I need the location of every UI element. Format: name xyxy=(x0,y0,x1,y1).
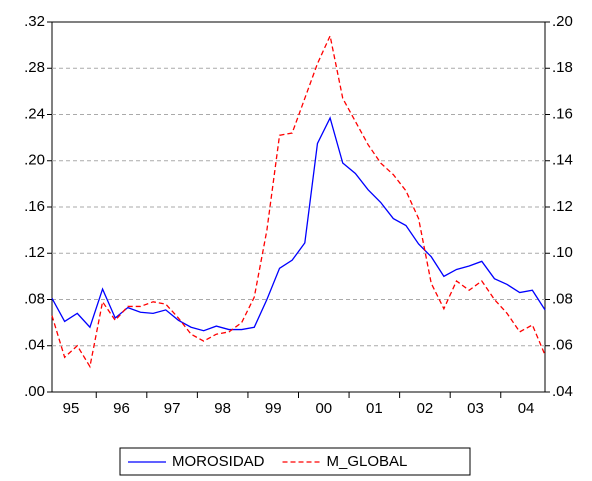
x-tick-label: 04 xyxy=(518,400,535,417)
legend-box xyxy=(119,447,471,476)
x-tick-label: 96 xyxy=(113,400,130,417)
y-tick-label: .00 xyxy=(24,383,45,400)
x-tick-label: 99 xyxy=(265,400,282,417)
x-tick-label: 98 xyxy=(214,400,231,417)
y2-tick-label: .06 xyxy=(552,337,573,354)
y-tick-label: .08 xyxy=(24,290,45,307)
y2-tick-label: .16 xyxy=(552,105,573,122)
y-tick-label: .20 xyxy=(24,152,45,169)
y-tick-label: .16 xyxy=(24,198,45,215)
x-tick-label: 00 xyxy=(315,400,332,417)
y-tick-label: .24 xyxy=(24,105,45,122)
x-tick-label: 95 xyxy=(63,400,80,417)
x-tick-label: 02 xyxy=(417,400,434,417)
y2-tick-label: .20 xyxy=(552,13,573,30)
legend-label: MOROSIDAD xyxy=(172,453,265,470)
y-tick-label: .32 xyxy=(24,13,45,30)
y2-tick-label: .04 xyxy=(552,383,573,400)
y2-tick-label: .08 xyxy=(552,290,573,307)
y2-tick-label: .10 xyxy=(552,244,573,261)
x-tick-label: 03 xyxy=(467,400,484,417)
y2-tick-label: .14 xyxy=(552,152,573,169)
legend-label: M_GLOBAL xyxy=(327,453,408,470)
y-tick-label: .04 xyxy=(24,337,45,354)
y-tick-label: .12 xyxy=(24,244,45,261)
x-tick-label: 97 xyxy=(164,400,181,417)
y-tick-label: .28 xyxy=(24,59,45,76)
x-tick-label: 01 xyxy=(366,400,383,417)
y2-tick-label: .12 xyxy=(552,198,573,215)
series-line xyxy=(51,33,546,369)
series-line xyxy=(51,116,546,332)
y2-tick-label: .18 xyxy=(552,59,573,76)
